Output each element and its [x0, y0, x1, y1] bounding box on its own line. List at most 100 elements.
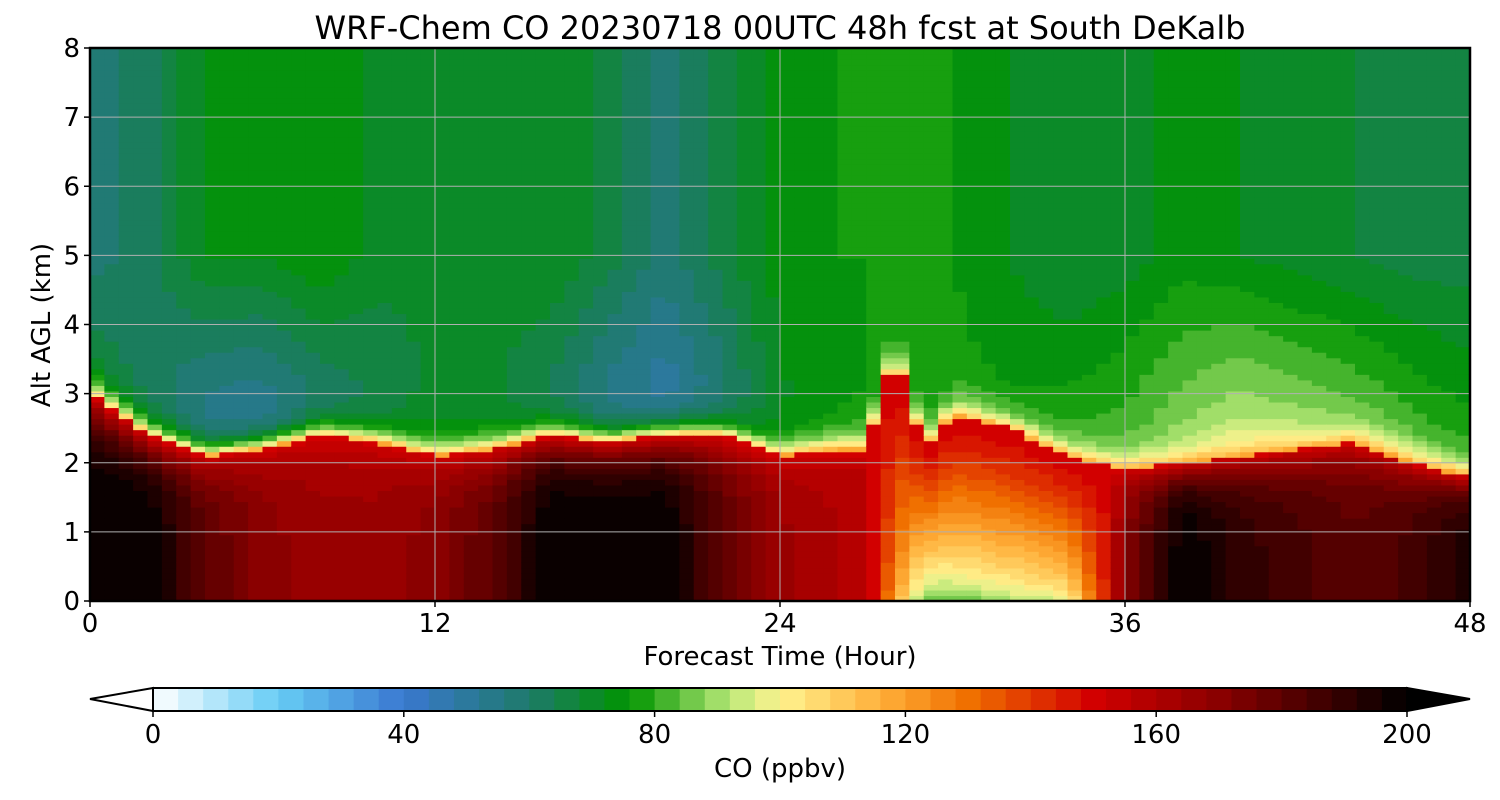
contour-cell	[693, 197, 709, 204]
contour-cell	[348, 479, 364, 486]
contour-cell	[305, 446, 321, 453]
contour-cell	[305, 540, 321, 547]
contour-cell	[391, 147, 407, 154]
contour-cell	[248, 180, 264, 187]
contour-cell	[406, 142, 422, 149]
contour-cell	[348, 412, 364, 420]
contour-cell	[348, 440, 364, 447]
contour-cell	[305, 424, 321, 431]
contour-cell	[176, 518, 192, 525]
contour-cell	[636, 258, 652, 265]
contour-cell	[765, 285, 781, 292]
contour-cell	[593, 545, 609, 552]
contour-cell	[348, 523, 364, 530]
contour-cell	[205, 219, 220, 226]
contour-cell	[391, 584, 407, 591]
contour-cell	[593, 318, 609, 326]
contour-cell	[219, 291, 235, 298]
contour-cell	[535, 330, 551, 337]
contour-cell	[463, 296, 479, 303]
contour-cell	[722, 258, 738, 265]
contour-cell	[334, 506, 350, 514]
contour-cell	[708, 180, 724, 187]
contour-cell	[406, 595, 422, 602]
contour-cell	[233, 119, 249, 127]
contour-cell	[248, 236, 264, 243]
contour-cell	[636, 578, 652, 586]
contour-cell	[305, 589, 321, 597]
contour-cell	[765, 274, 781, 281]
contour-cell	[320, 357, 335, 364]
contour-cell	[248, 92, 264, 99]
contour-cell	[607, 540, 623, 547]
contour-cell	[722, 213, 738, 221]
contour-cell	[679, 429, 695, 436]
contour-cell	[492, 48, 508, 55]
contour-cell	[636, 440, 652, 447]
contour-cell	[780, 374, 795, 381]
contour-cell	[248, 396, 264, 403]
contour-cell	[478, 446, 494, 453]
contour-cell	[535, 130, 551, 138]
contour-cell	[377, 186, 393, 193]
contour-cell	[276, 64, 292, 71]
contour-cell	[693, 208, 709, 215]
contour-cell	[420, 324, 436, 331]
contour-cell	[133, 230, 149, 237]
contour-cell	[133, 506, 149, 514]
contour-cell	[147, 169, 163, 176]
contour-cell	[751, 280, 767, 287]
contour-cell	[593, 440, 609, 447]
contour-cell	[478, 523, 494, 530]
contour-cell	[161, 506, 177, 514]
contour-cell	[693, 501, 709, 508]
contour-cell	[665, 468, 680, 475]
contour-cell	[550, 540, 565, 547]
contour-cell	[607, 280, 623, 287]
contour-cell	[794, 506, 810, 514]
contour-cell	[348, 468, 364, 475]
contour-cell	[435, 578, 450, 586]
contour-cell	[722, 357, 738, 364]
contour-cell	[593, 75, 609, 82]
contour-cell	[449, 551, 465, 558]
contour-cell	[147, 578, 163, 586]
contour-cell	[564, 578, 580, 586]
contour-cell	[190, 501, 206, 508]
contour-cell	[377, 285, 393, 292]
contour-cell	[276, 424, 292, 431]
contour-cell	[636, 324, 652, 331]
contour-cell	[291, 147, 307, 154]
contour-cell	[521, 202, 537, 209]
contour-cell	[550, 285, 565, 292]
contour-cell	[233, 280, 249, 287]
contour-cell	[176, 236, 192, 243]
contour-cell	[679, 175, 695, 182]
contour-cell	[262, 64, 278, 71]
contour-cell	[751, 324, 767, 331]
contour-cell	[478, 103, 494, 110]
contour-cell	[406, 479, 422, 486]
contour-cell	[176, 451, 192, 458]
contour-cell	[276, 147, 292, 154]
contour-cell	[90, 440, 105, 447]
contour-cell	[693, 468, 709, 475]
contour-cell	[765, 412, 781, 420]
contour-cell	[521, 169, 537, 176]
contour-cell	[118, 75, 134, 82]
contour-cell	[679, 302, 695, 309]
contour-cell	[363, 313, 379, 320]
contour-cell	[104, 523, 120, 530]
contour-cell	[564, 75, 580, 82]
contour-cell	[449, 164, 465, 171]
contour-cell	[463, 584, 479, 591]
contour-cell	[780, 545, 795, 552]
contour-cell	[391, 446, 407, 453]
contour-cell	[665, 258, 680, 265]
contour-cell	[205, 495, 220, 503]
contour-cell	[348, 125, 364, 132]
contour-cell	[463, 518, 479, 525]
contour-cell	[118, 97, 134, 104]
contour-cell	[550, 48, 565, 55]
contour-cell	[736, 551, 752, 558]
